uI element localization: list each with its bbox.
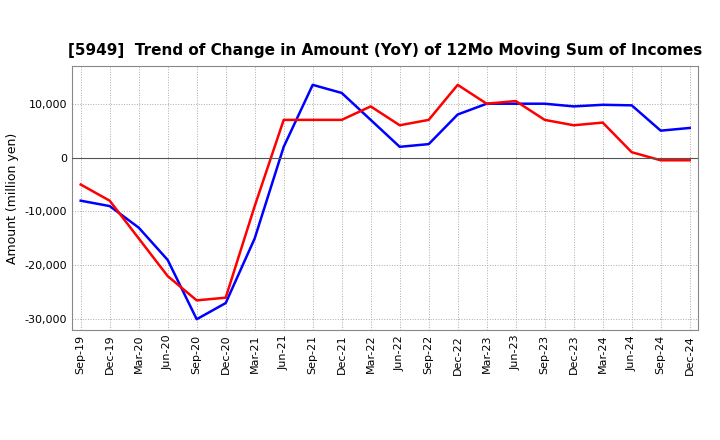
Ordinary Income [541,101,549,106]
Ordinary Income [279,144,288,150]
Net Income [192,298,201,303]
Ordinary Income [366,117,375,122]
Net Income [657,158,665,163]
Net Income [424,117,433,122]
Net Income [135,236,143,241]
Ordinary Income [627,103,636,108]
Ordinary Income [454,112,462,117]
Y-axis label: Amount (million yen): Amount (million yen) [6,132,19,264]
Net Income [338,117,346,122]
Net Income [163,274,172,279]
Net Income [395,123,404,128]
Ordinary Income [251,236,259,241]
Net Income [308,117,317,122]
Ordinary Income [76,198,85,203]
Ordinary Income [685,125,694,131]
Net Income [251,203,259,209]
Ordinary Income [192,317,201,322]
Net Income [685,158,694,163]
Net Income [541,117,549,122]
Ordinary Income [424,142,433,147]
Ordinary Income [135,225,143,230]
Net Income [279,117,288,122]
Net Income [570,123,578,128]
Line: Ordinary Income: Ordinary Income [81,85,690,319]
Ordinary Income [221,301,230,306]
Ordinary Income [598,102,607,107]
Net Income [454,82,462,88]
Net Income [221,295,230,301]
Net Income [627,150,636,155]
Ordinary Income [570,104,578,109]
Title: [5949]  Trend of Change in Amount (YoY) of 12Mo Moving Sum of Incomes: [5949] Trend of Change in Amount (YoY) o… [68,43,702,58]
Net Income [366,104,375,109]
Ordinary Income [482,101,491,106]
Net Income [511,99,520,104]
Line: Net Income: Net Income [81,85,690,301]
Ordinary Income [657,128,665,133]
Ordinary Income [105,203,114,209]
Ordinary Income [511,101,520,106]
Net Income [105,198,114,203]
Ordinary Income [395,144,404,150]
Net Income [482,101,491,106]
Net Income [76,182,85,187]
Net Income [598,120,607,125]
Ordinary Income [338,90,346,95]
Ordinary Income [308,82,317,88]
Ordinary Income [163,257,172,263]
